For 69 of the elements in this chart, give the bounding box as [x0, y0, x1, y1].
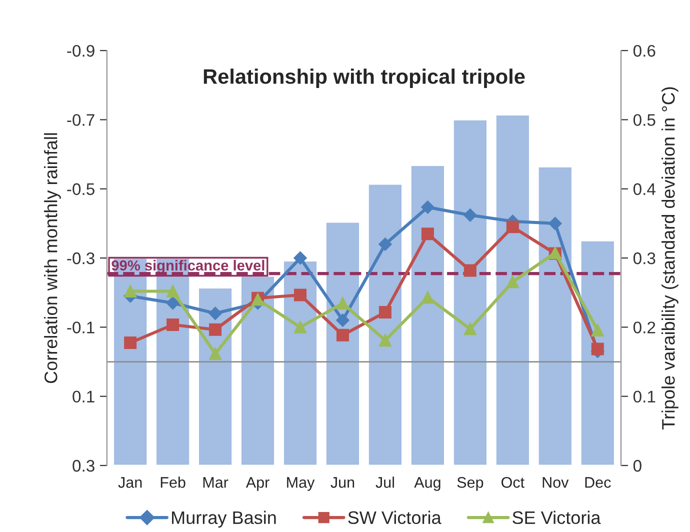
point [421, 200, 434, 214]
point [294, 251, 307, 265]
y-tick-label: -0.3 [67, 252, 94, 264]
bar [452, 119, 488, 466]
point [591, 324, 604, 337]
y2-tick-label: 0 [633, 460, 642, 472]
point [336, 297, 349, 310]
point [166, 296, 180, 310]
point [166, 318, 180, 332]
bar [580, 240, 616, 466]
bar [368, 183, 403, 466]
y2-tick-label: 0.4 [633, 183, 656, 196]
point [591, 342, 604, 356]
y-tick-label: -0.5 [67, 183, 94, 196]
bar [537, 166, 573, 466]
point [166, 284, 180, 298]
point [548, 216, 562, 230]
y2-tick-label: 0.1 [633, 390, 656, 403]
legend-label: SW Victoria [348, 510, 442, 524]
point [209, 323, 222, 336]
point [421, 228, 434, 240]
point [124, 284, 137, 298]
x-tick-label: May [287, 477, 315, 491]
y-tick-label: -0.9 [67, 44, 94, 57]
bar [240, 275, 276, 466]
x-tick-label: Dec [585, 477, 611, 488]
y2-tick-label: 0.6 [633, 44, 656, 57]
x-tick-label: Feb [160, 476, 186, 488]
y-tick-label: -0.7 [67, 114, 94, 126]
y2-tick-label: 0.2 [633, 322, 656, 334]
point [209, 348, 222, 360]
point [421, 291, 434, 304]
x-tick-label: Aug [414, 477, 440, 491]
x-tick-label: Apr [246, 477, 270, 491]
y-tick-label: 0.3 [72, 460, 94, 472]
bar [410, 164, 446, 466]
point [464, 208, 477, 222]
point [336, 328, 349, 342]
x-tick-label: Sep [457, 477, 484, 491]
x-tick-label: Oct [502, 477, 524, 488]
text: Relationship with tropical tripole [204, 68, 525, 88]
point [506, 220, 519, 234]
legend-label: Murray Basin [172, 510, 276, 528]
y-tick-label: 0.1 [72, 390, 94, 403]
y2-tick-label: 0.3 [633, 252, 656, 264]
x-tick-label: Jul [376, 476, 394, 488]
point [506, 276, 519, 288]
legend-label: SE Victoria [512, 510, 601, 524]
bar [494, 114, 530, 466]
point [378, 306, 392, 319]
bar [325, 221, 360, 466]
point [336, 314, 350, 327]
x-tick-label: Nov [542, 477, 569, 488]
point [124, 336, 137, 349]
x-tick-label: Mar [203, 477, 228, 488]
point [294, 320, 306, 334]
y2-axis-title: Tripole varaibility (standard deviation in °C) [662, 87, 678, 430]
bar [282, 260, 318, 466]
point [378, 334, 392, 347]
y2-tick-label: 0.5 [633, 114, 656, 126]
point [294, 288, 306, 302]
y-tick-label: -0.1 [67, 322, 94, 334]
y-axis-title: Correlation with monthly rainfall [44, 133, 61, 384]
x-tick-label: Jan [118, 477, 142, 488]
point [208, 306, 222, 320]
point [464, 322, 476, 336]
point [378, 238, 392, 251]
point [464, 264, 476, 277]
x-tick-label: Jun [330, 477, 354, 488]
